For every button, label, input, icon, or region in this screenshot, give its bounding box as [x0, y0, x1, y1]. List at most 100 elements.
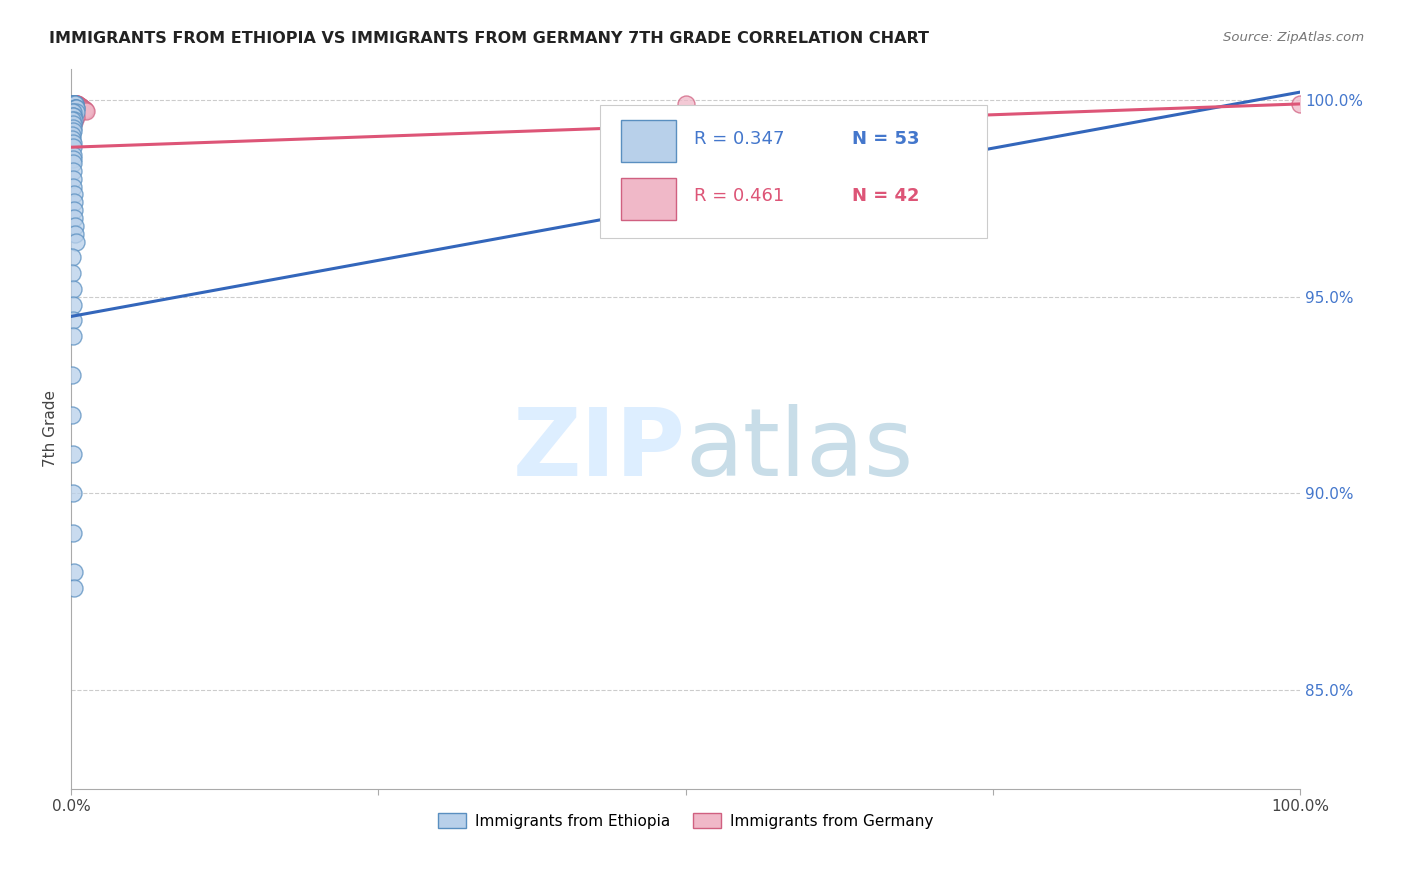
- Point: [62, 163, 84, 178]
- Point: [62, 109, 84, 123]
- Point: [70, 100, 93, 114]
- Point: [60, 116, 83, 130]
- Point: [65, 97, 87, 112]
- Point: [62, 97, 84, 112]
- Point: [62, 486, 84, 500]
- Point: [60, 97, 83, 112]
- Point: [72, 102, 94, 116]
- Point: [62, 447, 84, 461]
- Point: [66, 97, 89, 112]
- Legend: Immigrants from Ethiopia, Immigrants from Germany: Immigrants from Ethiopia, Immigrants fro…: [432, 806, 939, 835]
- Point: [73, 103, 96, 118]
- Point: [60, 128, 83, 143]
- Y-axis label: 7th Grade: 7th Grade: [44, 390, 58, 467]
- Point: [60, 251, 83, 265]
- Point: [62, 408, 84, 422]
- Point: [72, 103, 94, 117]
- Point: [62, 140, 84, 154]
- Point: [62, 581, 84, 595]
- Point: [63, 97, 86, 112]
- Point: [67, 99, 90, 113]
- Point: [62, 97, 84, 112]
- Point: [63, 97, 86, 112]
- Text: atlas: atlas: [686, 404, 914, 496]
- Text: N = 42: N = 42: [852, 187, 920, 205]
- Point: [62, 97, 84, 112]
- Point: [65, 111, 87, 125]
- Point: [63, 97, 86, 112]
- Point: [65, 101, 87, 115]
- Point: [62, 120, 84, 135]
- Point: [62, 97, 84, 112]
- Point: [675, 97, 697, 112]
- Point: [62, 171, 84, 186]
- Point: [62, 105, 84, 120]
- Point: [62, 109, 84, 123]
- Point: [62, 329, 84, 343]
- Point: [65, 235, 87, 249]
- Point: [65, 101, 87, 115]
- Point: [70, 101, 93, 115]
- Point: [63, 97, 86, 112]
- Point: [65, 101, 87, 115]
- Point: [62, 136, 84, 151]
- Point: [63, 219, 86, 233]
- Point: [62, 114, 84, 128]
- Point: [62, 115, 84, 129]
- Point: [62, 106, 84, 120]
- Text: Source: ZipAtlas.com: Source: ZipAtlas.com: [1223, 31, 1364, 45]
- Text: R = 0.347: R = 0.347: [695, 130, 785, 148]
- Point: [62, 97, 84, 112]
- Point: [62, 112, 84, 126]
- Point: [63, 211, 86, 225]
- Point: [60, 368, 83, 383]
- Point: [63, 97, 86, 112]
- Point: [62, 107, 84, 121]
- Point: [62, 156, 84, 170]
- Point: [60, 104, 83, 119]
- Point: [62, 152, 84, 166]
- Point: [65, 104, 87, 119]
- FancyBboxPatch shape: [620, 178, 676, 219]
- Point: [62, 266, 84, 280]
- Point: [62, 104, 84, 119]
- Point: [67, 98, 90, 112]
- Point: [60, 104, 83, 119]
- Point: [62, 97, 84, 112]
- Text: R = 0.461: R = 0.461: [695, 187, 785, 205]
- Point: [62, 148, 84, 162]
- Point: [1289, 97, 1312, 112]
- Point: [60, 99, 83, 113]
- Point: [75, 103, 97, 118]
- Point: [69, 100, 91, 114]
- Point: [62, 97, 84, 112]
- Point: [63, 203, 86, 218]
- Point: [62, 112, 84, 127]
- Point: [63, 97, 86, 112]
- Point: [62, 124, 84, 138]
- Point: [62, 313, 84, 327]
- Point: [60, 112, 83, 127]
- Point: [69, 99, 91, 113]
- Point: [65, 97, 87, 112]
- Point: [62, 112, 84, 127]
- Point: [62, 282, 84, 296]
- Point: [62, 195, 84, 210]
- FancyBboxPatch shape: [599, 104, 987, 238]
- Point: [62, 179, 84, 194]
- Point: [63, 109, 86, 123]
- Text: ZIP: ZIP: [513, 404, 686, 496]
- Text: N = 53: N = 53: [852, 130, 920, 148]
- Point: [62, 187, 84, 202]
- Point: [62, 108, 84, 122]
- Point: [62, 113, 84, 128]
- Point: [63, 227, 86, 241]
- Point: [60, 111, 83, 125]
- Point: [62, 525, 84, 540]
- Point: [62, 97, 84, 112]
- Point: [62, 565, 84, 579]
- Point: [63, 97, 86, 112]
- FancyBboxPatch shape: [620, 120, 676, 162]
- Point: [62, 97, 84, 112]
- Point: [62, 132, 84, 146]
